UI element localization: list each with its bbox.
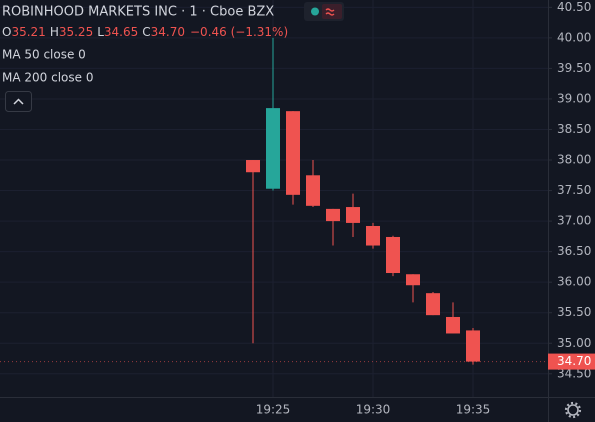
candles (246, 37, 480, 365)
y-tick-label: 37.00 (557, 214, 591, 228)
y-tick-label: 38.00 (557, 153, 591, 167)
candle-body (426, 293, 440, 316)
settings-button[interactable] (564, 401, 582, 419)
gear-ring (567, 404, 579, 416)
y-tick-label: 35.50 (557, 305, 591, 319)
candle-body (286, 111, 300, 195)
chart-title: ROBINHOOD MARKETS INC · 1 · Cboe BZX (2, 5, 274, 20)
candle-body (406, 274, 420, 286)
indicators: MA 50 close 0 MA 200 close 0 (2, 48, 93, 85)
candle-body (446, 316, 460, 334)
candle-body (386, 236, 400, 274)
candle-body (266, 108, 280, 189)
y-tick-label: 39.50 (557, 61, 591, 75)
change: −0.46 (−1.31%) (190, 25, 288, 39)
ohlc-value: 35.21 (11, 25, 45, 39)
x-tick-label: 19:30 (356, 403, 391, 417)
indicator-label: MA 200 close 0 (2, 71, 93, 85)
y-tick-label: 40.50 (557, 0, 591, 14)
x-tick-label: 19:35 (456, 403, 491, 417)
indicator-label: MA 50 close 0 (2, 48, 86, 62)
ohlc-value: 34.70 (151, 25, 185, 39)
ohlc-key: C (142, 25, 150, 39)
y-tick-label: 36.00 (557, 275, 591, 289)
last-price-label: 34.70 (557, 354, 591, 368)
status-icons (304, 2, 344, 21)
ohlc-key: O (2, 25, 11, 39)
last-price-box (548, 353, 595, 370)
candle-body (306, 175, 320, 206)
collapse-icon (13, 98, 24, 105)
y-tick-label: 37.50 (557, 183, 591, 197)
candle-body (326, 208, 340, 222)
status-icon (325, 8, 335, 16)
x-tick-label: 19:25 (256, 403, 291, 417)
y-tick-label: 36.50 (557, 244, 591, 258)
ohlc-value: 34.65 (104, 25, 138, 39)
ohlc-legend: O35.21 H35.25 L34.65 C34.70 −0.46 (−1.31%) (2, 25, 288, 39)
y-tick-label: 40.00 (557, 30, 591, 44)
ohlc-value: 35.25 (59, 25, 93, 39)
gear-teeth (564, 401, 582, 419)
candle-body (366, 225, 380, 246)
ohlc-key: H (50, 25, 59, 39)
grid (0, 0, 548, 397)
candle-body (466, 330, 480, 362)
y-tick-label: 35.00 (557, 336, 591, 350)
ohlc-key: L (97, 25, 104, 39)
status-dot (311, 7, 319, 16)
y-tick-label: 39.00 (557, 91, 591, 105)
collapse-box[interactable] (5, 91, 32, 112)
collapse-button[interactable] (5, 91, 32, 112)
candle-body (246, 160, 260, 173)
candle-body (346, 207, 360, 223)
y-tick-label: 34.50 (557, 366, 591, 380)
y-tick-label: 38.50 (557, 122, 591, 136)
